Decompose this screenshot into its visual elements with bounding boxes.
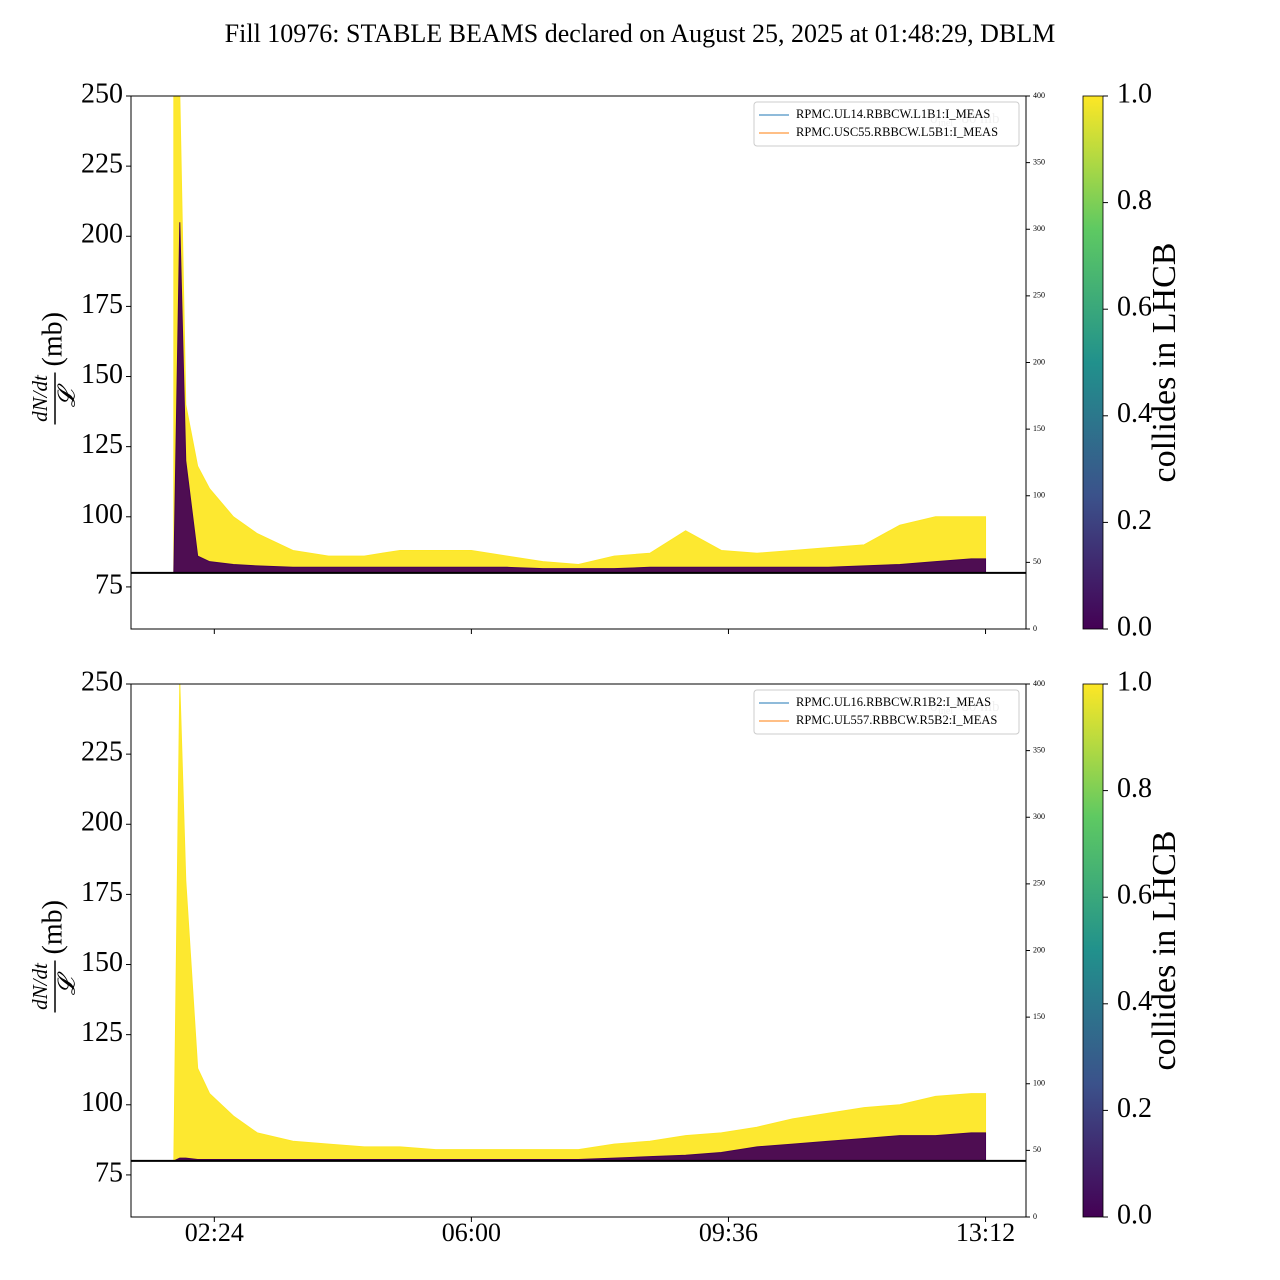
x-tick-label: 09:36 [699,1218,758,1247]
colorbar-tick-label: 0.6 [1117,880,1152,911]
x-tick-label: 06:00 [442,1218,501,1247]
legend-label: RPMC.USC55.RBBCW.L5B1:I_MEAS [796,125,998,139]
colorbar-tick-label: 0.8 [1117,773,1152,804]
colorbar-tick-label: 0.8 [1117,185,1152,216]
y2-tick-label: 350 [1033,157,1045,166]
y-label-numerator: dN/dt [28,962,52,1010]
y2-tick-label: 150 [1033,1012,1045,1021]
y2-tick-label: 300 [1033,812,1045,821]
colorbar-tick-label: 0.0 [1117,1199,1152,1230]
colorbar-label: collides in LHCB [1146,243,1183,483]
y-tick-label: 250 [81,666,123,697]
colorbar-tick-label: 0.4 [1117,398,1152,429]
colorbar-tick-label: 0.2 [1117,505,1152,536]
y-tick-label: 175 [81,877,123,908]
y2-tick-label: 400 [1033,679,1045,688]
colorbar [1082,683,1104,1218]
y2-tick-label: 250 [1033,879,1045,888]
y-axis-label: dN/dt 𝓛 (mb) [28,900,81,1013]
y-label-numerator: dN/dt [28,374,52,422]
y-label-denominator: 𝓛 [55,383,81,407]
y2-tick-label: 50 [1033,557,1041,566]
y-tick-label: 100 [81,499,123,530]
y-tick-label: 125 [81,1017,123,1048]
colorbar-tick-label: 1.0 [1117,666,1152,697]
legend-label: RPMC.UL14.RBBCW.L1B1:I_MEAS [796,107,990,121]
y2-tick-label: 250 [1033,291,1045,300]
y-tick-label: 200 [81,219,123,250]
legend-label: RPMC.UL16.RBBCW.R1B2:I_MEAS [796,695,991,709]
legend-label: RPMC.UL557.RBBCW.R5B2:I_MEAS [796,713,997,727]
colorbar-tick-label: 0.6 [1117,292,1152,323]
y2-tick-label: 300 [1033,224,1045,233]
bunch-area [173,222,987,574]
y-tick-label: 150 [81,947,123,978]
colorbar-tick-label: 0.2 [1117,1093,1152,1124]
y2-tick-label: 0 [1033,1212,1037,1221]
y-axis-label: dN/dt 𝓛 (mb) [28,312,81,425]
y2-tick-label: 200 [1033,945,1045,954]
y2-tick-label: 150 [1033,424,1045,433]
colorbar-tick-label: 0.4 [1117,986,1152,1017]
legend-box [753,689,1020,735]
panel: σinel=80 mb75100125150175200225250050100… [28,666,1183,1247]
y-tick-label: 100 [81,1087,123,1118]
y-tick-label: 175 [81,289,123,320]
y2-tick-label: 100 [1033,491,1045,500]
colorbar-tick-label: 1.0 [1117,78,1152,109]
y-tick-label: 75 [95,569,123,600]
figure-title: Fill 10976: STABLE BEAMS declared on Aug… [225,19,1056,48]
x-tick-label: 02:24 [185,1218,244,1247]
legend-box [753,101,1020,147]
y-tick-label: 75 [95,1157,123,1188]
y2-tick-label: 200 [1033,357,1045,366]
colorbar [1082,95,1104,630]
colorbar-tick-label: 0.0 [1117,611,1152,642]
y2-tick-label: 400 [1033,91,1045,100]
plot-area [173,96,987,629]
colorbar-label: collides in LHCB [1146,831,1183,1071]
y-tick-label: 200 [81,807,123,838]
bunch-area [173,684,987,1162]
y-tick-label: 125 [81,429,123,460]
y-tick-label: 250 [81,78,123,109]
y-tick-label: 150 [81,359,123,390]
y-label-unit: (mb) [37,312,68,366]
y-label-unit: (mb) [37,900,68,954]
plot-area [173,684,987,1217]
bunch-area [173,96,987,574]
y2-tick-label: 50 [1033,1145,1041,1154]
y-tick-label: 225 [81,149,123,180]
x-tick-label: 13:12 [956,1218,1015,1247]
bunch-area [173,1132,987,1162]
y2-tick-label: 350 [1033,745,1045,754]
y2-tick-label: 100 [1033,1079,1045,1088]
panel: σinel=80 mb75100125150175200225250050100… [28,78,1183,642]
y-label-denominator: 𝓛 [55,971,81,995]
y2-tick-label: 0 [1033,624,1037,633]
y-tick-label: 225 [81,737,123,768]
